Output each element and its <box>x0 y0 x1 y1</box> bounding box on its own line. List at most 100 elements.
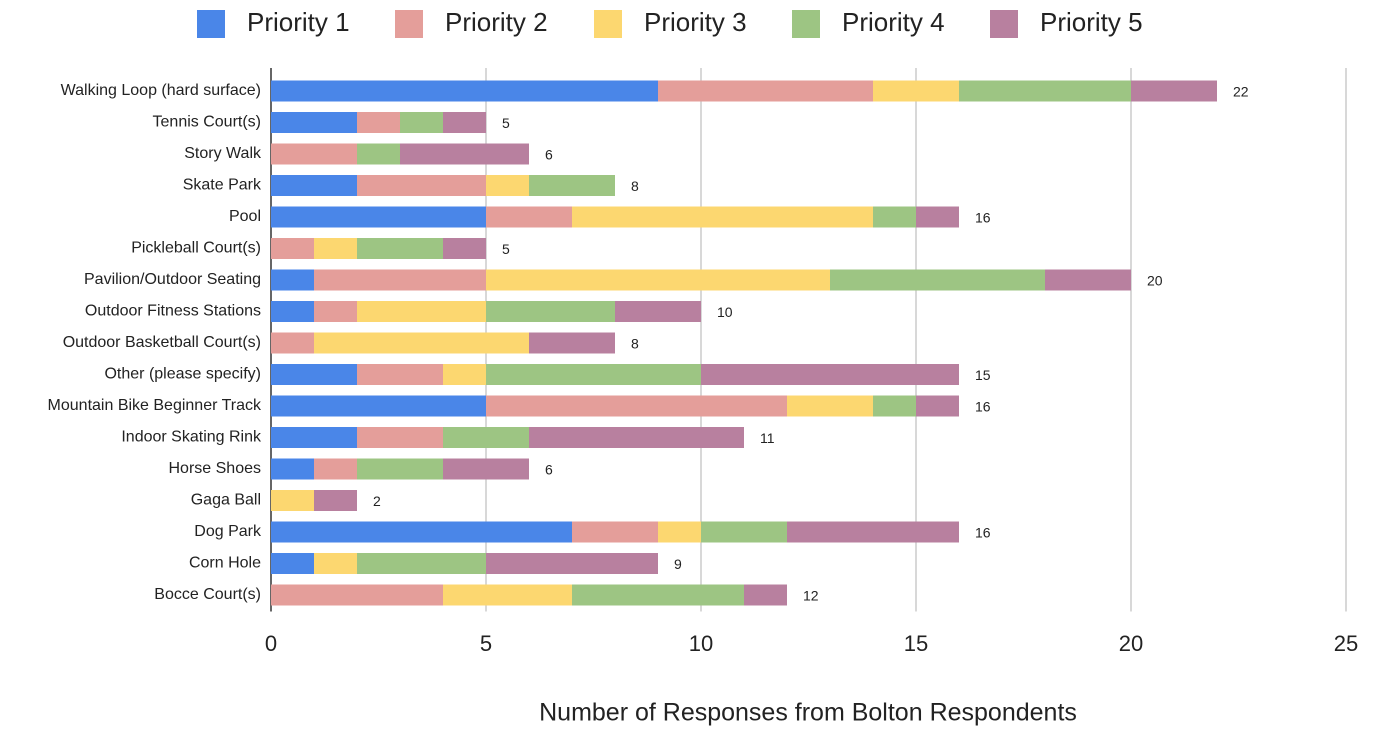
x-axis-title: Number of Responses from Bolton Responde… <box>539 699 1077 727</box>
bar-segment <box>873 206 916 228</box>
legend-swatch <box>990 10 1018 38</box>
bar-segment <box>357 301 486 322</box>
bar-segment <box>486 395 787 417</box>
y-tick-label: Skate Park <box>183 177 262 194</box>
total-label: 6 <box>545 147 553 163</box>
bar-segment <box>486 301 615 322</box>
bar-segment <box>357 427 443 448</box>
bar-segment <box>357 458 443 480</box>
bar-segment <box>271 301 314 322</box>
bar-segment <box>314 332 529 354</box>
bar-segment <box>658 521 701 543</box>
y-tick-label: Gaga Ball <box>191 492 261 509</box>
bar-segment <box>701 364 959 385</box>
legend-swatch <box>792 10 820 38</box>
x-tick-label: 25 <box>1334 631 1358 656</box>
x-tick-label: 5 <box>480 631 492 656</box>
total-label: 22 <box>1233 84 1249 100</box>
total-label: 16 <box>975 525 991 541</box>
bar-segment <box>443 112 486 133</box>
y-tick-label: Indoor Skating Rink <box>121 429 262 446</box>
y-tick-label: Pool <box>229 208 261 225</box>
bar-segment <box>314 490 357 511</box>
bar-segment <box>744 584 787 606</box>
bar-segment <box>271 80 658 102</box>
bar-segment <box>271 175 357 196</box>
total-label: 5 <box>502 241 510 257</box>
bar-segment <box>271 584 443 606</box>
bar-segment <box>271 395 486 417</box>
bar-segment <box>443 364 486 385</box>
legend-swatch <box>395 10 423 38</box>
legend-label: Priority 2 <box>445 7 548 37</box>
total-label: 5 <box>502 115 510 131</box>
bar-segment <box>314 269 486 291</box>
bar-segment <box>787 395 873 417</box>
bar-segment <box>529 427 744 448</box>
bar-segment <box>572 584 744 606</box>
bar-segment <box>615 301 701 322</box>
x-tick-label: 15 <box>904 631 928 656</box>
bar-segment <box>916 206 959 228</box>
x-tick-label: 0 <box>265 631 277 656</box>
bar-segment <box>443 584 572 606</box>
bar-segment <box>873 395 916 417</box>
bar-segment <box>830 269 1045 291</box>
legend-label: Priority 4 <box>842 7 945 37</box>
bar-segment <box>357 553 486 574</box>
bar-segment <box>357 364 443 385</box>
y-tick-label: Pickleball Court(s) <box>131 240 261 257</box>
total-label: 10 <box>717 304 733 320</box>
y-tick-label: Walking Loop (hard surface) <box>61 82 261 99</box>
bar-segment <box>486 175 529 196</box>
bar-segment <box>314 238 357 259</box>
bar-segment <box>314 458 357 480</box>
total-label: 12 <box>803 588 819 604</box>
bar-segment <box>271 112 357 133</box>
bar-segment <box>572 521 658 543</box>
y-tick-label: Story Walk <box>184 145 262 162</box>
bar-segment <box>400 112 443 133</box>
bar-segment <box>1045 269 1131 291</box>
legend-label: Priority 3 <box>644 7 747 37</box>
bar-segment <box>787 521 959 543</box>
bar-segment <box>658 80 873 102</box>
bar-segment <box>873 80 959 102</box>
bar-segment <box>959 80 1131 102</box>
y-tick-label: Pavilion/Outdoor Seating <box>84 271 261 288</box>
total-label: 8 <box>631 336 639 352</box>
total-label: 20 <box>1147 273 1163 289</box>
bar-segment <box>486 206 572 228</box>
bar-segment <box>701 521 787 543</box>
bar-segment <box>572 206 873 228</box>
y-tick-label: Outdoor Basketball Court(s) <box>63 334 261 351</box>
x-tick-label: 10 <box>689 631 713 656</box>
y-tick-label: Tennis Court(s) <box>153 114 261 131</box>
bar-segment <box>271 269 314 291</box>
bar-segment <box>1131 80 1217 102</box>
y-tick-label: Corn Hole <box>189 555 261 572</box>
bar-segment <box>271 458 314 480</box>
bar-segment <box>314 301 357 322</box>
bar-segment <box>486 364 701 385</box>
y-tick-label: Bocce Court(s) <box>154 586 261 603</box>
legend-label: Priority 1 <box>247 7 350 37</box>
total-label: 9 <box>674 556 682 572</box>
legend-label: Priority 5 <box>1040 7 1143 37</box>
bar-segment <box>271 521 572 543</box>
legend-swatch <box>197 10 225 38</box>
total-label: 15 <box>975 367 991 383</box>
total-label: 16 <box>975 399 991 415</box>
y-tick-label: Dog Park <box>194 523 262 540</box>
legend-swatch <box>594 10 622 38</box>
bar-segment <box>443 238 486 259</box>
total-label: 8 <box>631 178 639 194</box>
bar-segment <box>486 553 658 574</box>
total-label: 16 <box>975 210 991 226</box>
total-label: 11 <box>760 430 775 446</box>
bar-segment <box>400 143 529 165</box>
bar-segment <box>357 175 486 196</box>
bar-segment <box>271 553 314 574</box>
bar-segment <box>271 490 314 511</box>
